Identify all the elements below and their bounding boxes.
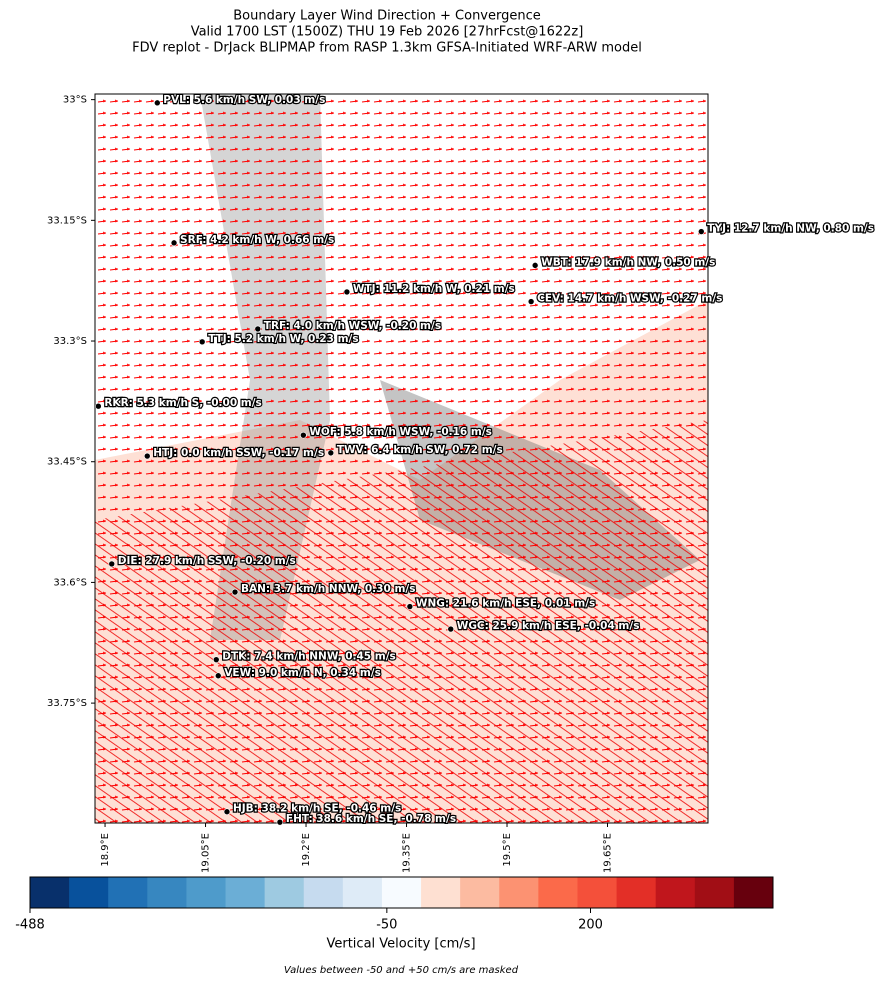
station-marker	[527, 298, 535, 305]
station-marker	[223, 808, 231, 816]
x-tick-label: 19.05°E	[201, 833, 212, 873]
y-tick-label: 33°S	[63, 95, 87, 106]
colorbar-tick-label: -50	[376, 918, 397, 933]
station-marker	[447, 625, 455, 633]
colorbar-tick-label: -488	[15, 918, 45, 933]
x-tick-label: 19.2°E	[301, 833, 312, 867]
station-marker	[154, 99, 161, 107]
title-line: Valid 1700 LST (1500Z) THU 19 Feb 2026 […	[191, 25, 584, 40]
station-marker	[343, 288, 351, 296]
colorbar-bin	[499, 877, 539, 908]
colorbar-bin	[225, 877, 266, 908]
station-marker	[531, 262, 539, 269]
colorbar-bin	[108, 877, 148, 908]
colorbar-bin	[264, 877, 305, 908]
station-label: DIE: 27.9 km/h SSW, -0.20 m/s	[118, 555, 296, 567]
station-marker	[143, 452, 151, 460]
station-label: HJB: 38.2 km/h SE, -0.46 m/s	[233, 803, 401, 815]
station-label: TYJ: 12.7 km/h NW, 0.80 m/s	[707, 223, 874, 235]
station-marker	[300, 431, 307, 439]
station-label: WOF: 5.8 km/h WSW, -0.16 m/s	[309, 426, 492, 438]
stations: PVL: 5.6 km/h SW, 0.03 m/s SRF: 4.2 km/h …	[95, 93, 875, 826]
colorbar-bin	[616, 877, 657, 908]
y-tick-label: 33.45°S	[47, 457, 87, 468]
station-marker	[276, 818, 284, 826]
colorbar-frame	[29, 876, 774, 909]
station-marker	[406, 603, 414, 610]
map-frame	[94, 93, 709, 824]
station-label: WBT: 17.9 km/h NW, 0.50 m/s	[541, 256, 715, 268]
x-tick-label: 18.9°E	[100, 833, 111, 867]
station-marker	[212, 656, 220, 663]
colorbar-bin	[381, 877, 422, 908]
colorbar-bin	[147, 877, 187, 908]
header: Boundary Layer Wind Direction + Converge…	[132, 9, 642, 56]
x-tick-label: 19.5°E	[502, 833, 513, 867]
title-line: FDV replot - DrJack BLIPMAP from RASP 1.…	[132, 41, 642, 56]
map-field	[95, 94, 708, 823]
colorbar-bin	[186, 877, 227, 908]
colorbar-bin	[303, 877, 344, 908]
station-label: WTJ: 11.2 km/h W, 0.21 m/s	[353, 283, 515, 295]
station-label: TRF: 4.0 km/h WSW, -0.20 m/s	[264, 320, 441, 332]
colorbar-bin	[342, 877, 383, 908]
station-label: BAN: 3.7 km/h NNW, 0.30 m/s	[241, 583, 415, 595]
station-label: TWV: 6.4 km/h SW, 0.72 m/s	[337, 444, 503, 456]
station-marker	[214, 672, 222, 680]
station-label: PVL: 5.6 km/h SW, 0.03 m/s	[163, 94, 325, 106]
colorbar-bin	[538, 877, 578, 908]
station-marker	[254, 325, 262, 333]
colorbar-bin	[30, 877, 70, 908]
y-tick-label: 33.75°S	[47, 698, 87, 709]
colorbar-label: Vertical Velocity [cm/s]	[326, 937, 475, 952]
station-marker	[108, 560, 116, 568]
colorbar: -488 -50 200	[15, 876, 774, 933]
title-line: Boundary Layer Wind Direction + Converge…	[233, 9, 541, 24]
station-marker	[198, 338, 206, 346]
colorbar-tick-label: 200	[578, 918, 603, 933]
station-label: WNG: 21.6 km/h ESE, 0.01 m/s	[416, 598, 595, 610]
x-tick-label: 19.65°E	[603, 833, 614, 873]
colorbar-bin	[421, 877, 461, 908]
colorbar-bin	[69, 877, 109, 908]
axes: 18.9°E 19.05°E 19.2°E 19.35°E 19.5°E 19.65°E 3…	[47, 95, 613, 873]
station-label: FHT: 38.6 km/h SE, -0.78 m/s	[286, 813, 456, 825]
colorbar-bin	[733, 877, 774, 908]
colorbar-bin	[460, 877, 500, 908]
station-label: TTJ: 5.2 km/h W, 0.23 m/s	[208, 333, 358, 345]
x-tick-label: 19.35°E	[402, 833, 413, 873]
station-label: HTJ: 0.0 km/h SSW, -0.17 m/s	[153, 447, 324, 459]
station-label: VEW: 9.0 km/h N, 0.34 m/s	[224, 667, 381, 679]
station-label: RKR: 5.3 km/h S, -0.00 m/s	[104, 397, 261, 409]
station-label: DTK: 7.4 km/h NNW, 0.45 m/s	[222, 651, 396, 663]
colorbar-bin	[577, 877, 618, 908]
note: Values between -50 and +50 cm/s are mask…	[284, 965, 519, 976]
y-tick-label: 33.3°S	[53, 336, 87, 347]
station-label: SRF: 4.2 km/h W, 0.66 m/s	[180, 234, 334, 246]
station-marker	[231, 588, 239, 596]
station-marker	[95, 402, 102, 410]
station-marker	[698, 228, 705, 235]
y-tick-label: 33.6°S	[53, 577, 87, 588]
colorbar-bin	[655, 877, 696, 908]
station-label: WGC: 25.9 km/h ESE, -0.04 m/s	[457, 620, 640, 632]
station-marker	[170, 239, 178, 247]
station-marker	[327, 449, 335, 457]
y-tick-label: 33.15°S	[47, 215, 87, 226]
station-label: CEV: 14.7 km/h WSW, -0.27 m/s	[537, 293, 722, 305]
colorbar-bin	[694, 877, 735, 908]
